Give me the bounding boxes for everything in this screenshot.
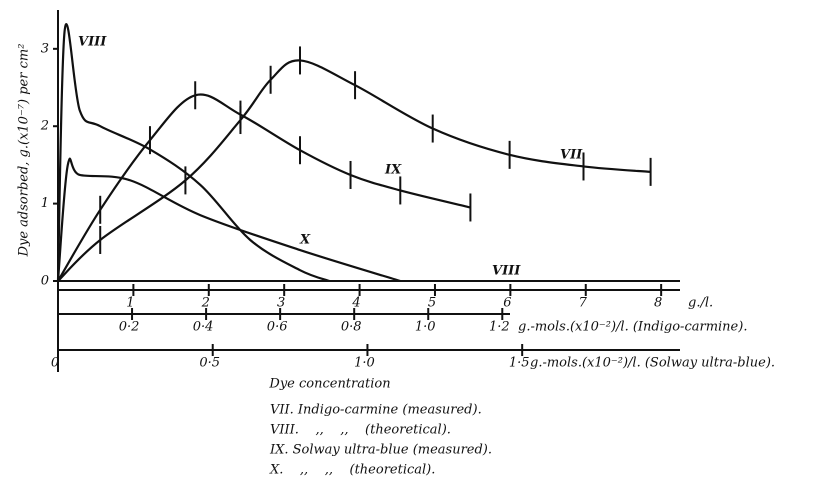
x-tick-label: 1·5	[509, 356, 530, 371]
curve	[57, 93, 471, 282]
caption-line: VIII. ,, ,, (theoretical).	[270, 423, 451, 438]
x-tick-label: 0·2	[119, 320, 140, 335]
caption-line: VII. Indigo-carmine (measured).	[270, 403, 482, 418]
curve	[56, 23, 330, 283]
x-unit: g./l.	[688, 296, 713, 311]
x-label: Dye concentration	[268, 377, 390, 392]
y-tick-label: 0	[41, 274, 49, 289]
x-tick-label: 0·6	[267, 320, 288, 335]
x-tick-label: 1	[126, 296, 134, 311]
curve-label: X	[299, 233, 311, 248]
x-tick-label: 0	[51, 356, 59, 371]
curve-label: VIII	[78, 35, 107, 50]
caption-line: X. ,, ,, (theoretical).	[269, 463, 435, 478]
y-tick-label: 2	[40, 119, 49, 134]
x-tick-label: 0·5	[199, 356, 220, 371]
x-tick-label: 1·0	[354, 356, 375, 371]
x-tick-label: 1·0	[415, 320, 436, 335]
y-tick-label: 1	[41, 196, 49, 211]
y-label: Dye adsorbed, g.(x10⁻⁷) per cm²	[17, 44, 32, 258]
x-unit: g.-mols.(x10⁻²)/l. (Solway ultra-blue).	[530, 356, 775, 371]
caption-line: IX. Solway ultra-blue (measured).	[269, 443, 492, 458]
x-tick-label: 7	[579, 296, 588, 311]
annotation: VIII	[492, 264, 521, 279]
x-tick-label: 2	[201, 296, 210, 311]
x-tick-label: 0·8	[341, 320, 362, 335]
x-unit: g.-mols.(x10⁻²)/l. (Indigo-carmine).	[518, 320, 747, 335]
x-tick-label: 3	[277, 296, 285, 311]
x-tick-label: 4	[351, 296, 360, 311]
x-tick-label: 1·2	[489, 320, 510, 335]
x-tick-label: 6	[503, 296, 511, 311]
curve	[56, 157, 401, 283]
curve-label: VII	[560, 148, 583, 163]
x-tick-label: 5	[428, 296, 436, 311]
curve-label: IX	[384, 163, 402, 178]
x-tick-label: 0·4	[193, 320, 214, 335]
x-tick-label: 8	[654, 296, 662, 311]
y-tick-label: 3	[41, 41, 49, 56]
